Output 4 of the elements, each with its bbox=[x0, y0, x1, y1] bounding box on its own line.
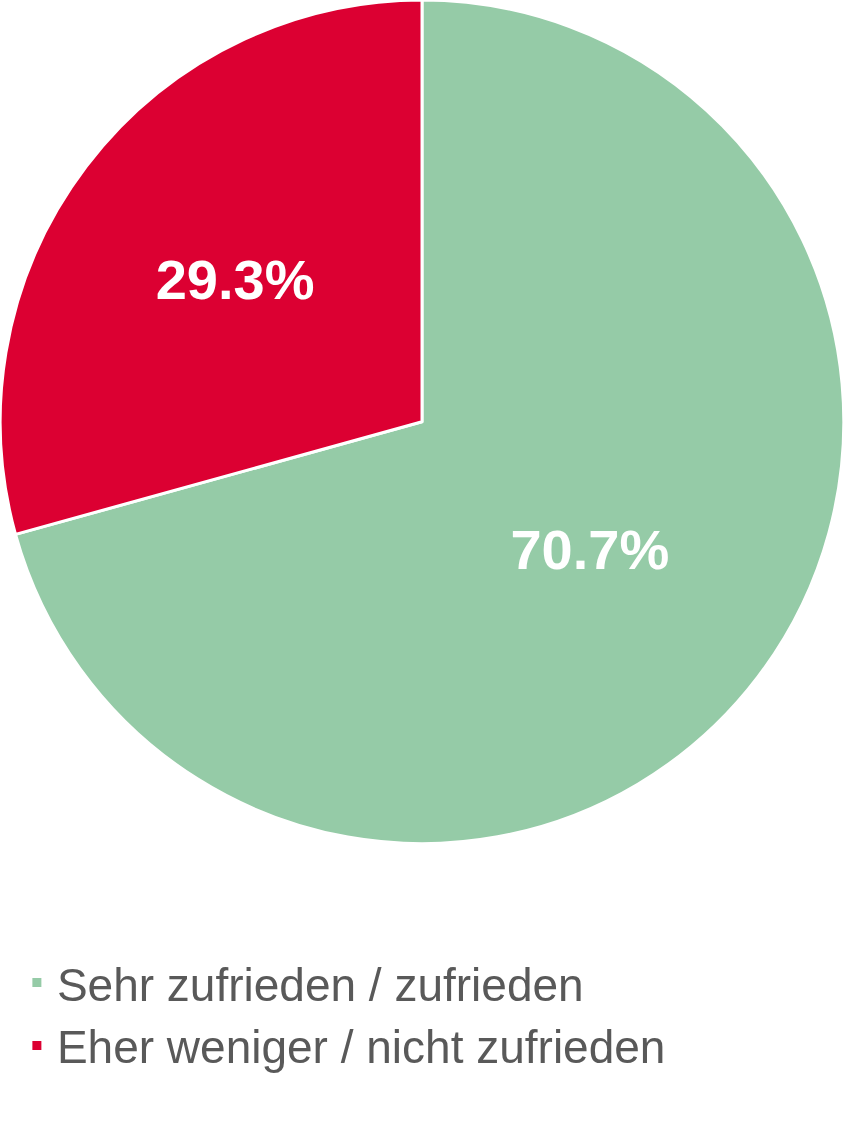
data-label: 70.7% bbox=[510, 517, 670, 581]
data-label: 29.3% bbox=[155, 248, 315, 312]
legend-label: Sehr zufrieden / zufrieden bbox=[56, 958, 584, 1011]
legend-label: Eher weniger / nicht zufrieden bbox=[56, 1021, 666, 1074]
